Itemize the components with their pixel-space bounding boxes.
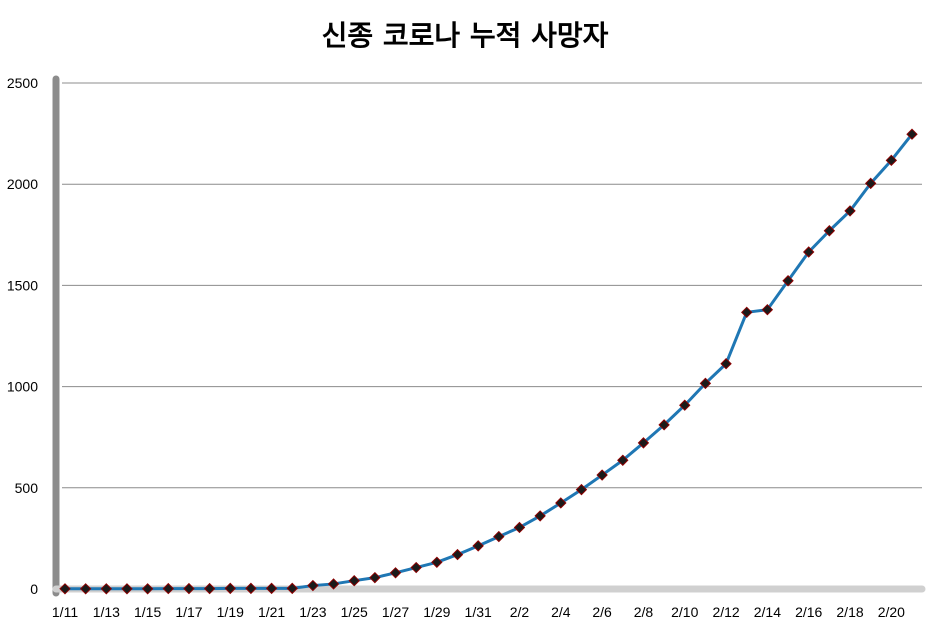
data-point [658, 419, 670, 431]
x-tick-label: 2/20 [878, 604, 905, 620]
data-point [699, 377, 712, 390]
data-point [389, 567, 402, 579]
x-tick-label: 2/18 [836, 604, 863, 620]
x-tick-label: 1/21 [258, 604, 285, 620]
x-tick-label: 1/17 [175, 604, 202, 620]
data-point [348, 574, 360, 587]
data-point [741, 306, 753, 319]
data-point [555, 497, 567, 509]
x-tick-label: 2/14 [754, 604, 781, 620]
data-point [121, 583, 133, 595]
x-tick-label: 1/29 [423, 604, 450, 620]
data-point [679, 399, 691, 411]
data-point [307, 579, 319, 592]
data-point [885, 154, 898, 167]
data-point [431, 556, 443, 568]
data-point [286, 582, 298, 595]
data-point [823, 225, 836, 237]
data-point [844, 205, 856, 217]
data-point [575, 483, 588, 496]
data-point [513, 521, 526, 534]
x-tick-label: 1/13 [93, 604, 120, 620]
data-point [472, 540, 484, 552]
y-tick-label: 1000 [7, 379, 38, 395]
data-point [369, 571, 381, 584]
data-point [265, 582, 278, 595]
x-tick-label: 2/10 [671, 604, 698, 620]
x-tick-label: 1/23 [299, 604, 326, 620]
x-tick-label: 1/15 [134, 604, 161, 620]
data-point [224, 582, 236, 595]
x-tick-label: 2/12 [712, 604, 739, 620]
data-point [245, 582, 257, 595]
data-point [100, 583, 113, 595]
data-point [534, 510, 546, 522]
data-point [183, 582, 195, 595]
data-point [864, 177, 877, 190]
x-tick-label: 2/8 [634, 604, 654, 620]
x-tick-label: 2/2 [510, 604, 530, 620]
data-point [617, 454, 629, 466]
x-tick-label: 2/16 [795, 604, 822, 620]
y-tick-label: 1500 [7, 277, 38, 293]
data-point [493, 530, 505, 543]
y-tick-label: 0 [30, 581, 38, 597]
x-tick-label: 1/31 [465, 604, 492, 620]
y-tick-label: 2500 [7, 75, 38, 91]
data-point [637, 437, 650, 449]
y-tick-label: 500 [15, 480, 39, 496]
data-point [162, 582, 174, 595]
y-tick-label: 2000 [7, 176, 38, 192]
x-tick-label: 1/11 [52, 604, 78, 620]
data-point [803, 246, 815, 258]
data-point [141, 583, 154, 595]
data-point [79, 583, 92, 595]
data-point [761, 303, 774, 316]
data-point [782, 275, 794, 287]
x-tick-label: 2/6 [592, 604, 612, 620]
data-point [596, 469, 608, 481]
x-tick-label: 1/25 [341, 604, 368, 620]
data-point [203, 582, 216, 595]
x-tick-label: 1/27 [382, 604, 409, 620]
data-point [906, 128, 918, 140]
x-tick-label: 1/19 [217, 604, 244, 620]
x-tick-label: 2/4 [551, 604, 571, 620]
data-point [59, 583, 71, 595]
data-point [451, 548, 464, 561]
data-point [720, 358, 732, 370]
series-line [65, 133, 914, 591]
data-point [327, 578, 340, 590]
chart-title: 신종 코로나 누적 사망자 [321, 19, 609, 52]
data-point [410, 561, 422, 574]
